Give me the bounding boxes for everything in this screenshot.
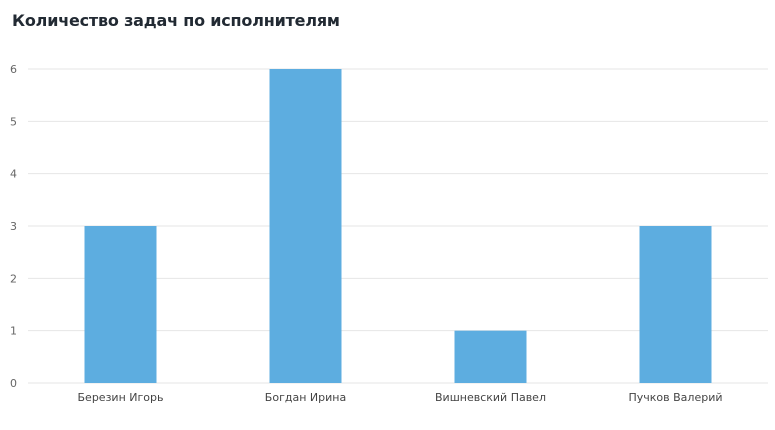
chart-title: Количество задач по исполнителям — [12, 11, 340, 30]
y-tick-label: 4 — [10, 168, 17, 181]
bar[interactable] — [639, 226, 712, 383]
x-category-label: Вишневский Павел — [435, 391, 546, 404]
x-category-label: Березин Игорь — [78, 391, 164, 404]
bar[interactable] — [269, 69, 342, 383]
x-category-label: Богдан Ирина — [265, 391, 346, 404]
bar[interactable] — [454, 330, 527, 383]
y-tick-label: 2 — [10, 272, 17, 285]
y-tick-label: 3 — [10, 220, 17, 233]
y-tick-label: 1 — [10, 325, 17, 338]
y-tick-label: 0 — [10, 377, 17, 390]
bar[interactable] — [84, 226, 157, 383]
y-tick-label: 6 — [10, 63, 17, 76]
x-category-label: Пучков Валерий — [629, 391, 723, 404]
y-tick-label: 5 — [10, 115, 17, 128]
